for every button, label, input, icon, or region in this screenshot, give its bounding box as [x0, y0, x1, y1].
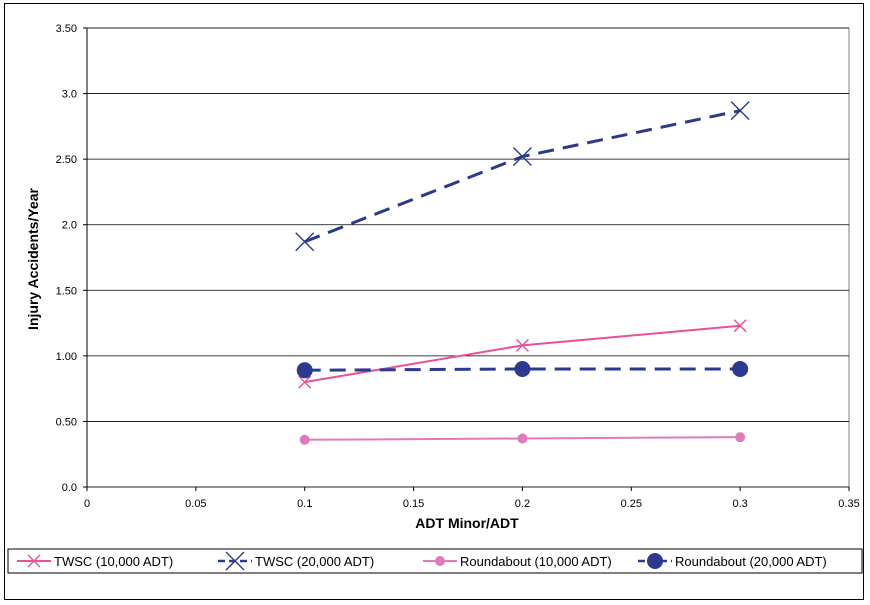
y-tick-label: 3.0: [62, 89, 77, 101]
legend-item: Roundabout (20,000 ADT): [638, 553, 827, 569]
y-tick-label: 1.50: [56, 285, 77, 297]
y-tick-label: 0.0: [62, 482, 77, 494]
data-point: [735, 432, 746, 443]
series-4: [296, 360, 749, 379]
x-tick-label: 0.35: [838, 498, 859, 510]
y-tick-label: 0.50: [56, 416, 77, 428]
legend-marker: [647, 553, 663, 569]
legend-label: Roundabout (10,000 ADT): [460, 554, 612, 569]
x-tick-label: 0.1: [297, 498, 312, 510]
series-1: [298, 319, 747, 389]
legend-marker: [435, 556, 445, 566]
data-point: [295, 232, 315, 252]
gridlines: [83, 27, 850, 491]
legend-marker: [27, 554, 41, 568]
x-tick-label: 0: [84, 498, 90, 510]
data-point: [298, 375, 312, 389]
legend-item: Roundabout (10,000 ADT): [423, 554, 612, 569]
y-axis-title: Injury Accidents/Year: [25, 188, 41, 330]
data-point: [296, 362, 313, 379]
data-point: [515, 338, 529, 352]
data-point: [512, 147, 532, 167]
series-line: [304, 367, 741, 372]
y-tick-label: 2.50: [56, 154, 77, 166]
legend-item: TWSC (20,000 ADT): [218, 551, 374, 571]
series-3: [299, 432, 746, 445]
x-axis-title: ADT Minor/ADT: [415, 515, 519, 531]
x-tick-label: 0.2: [515, 498, 530, 510]
legend-label: Roundabout (20,000 ADT): [675, 554, 827, 569]
legend-item: TWSC (10,000 ADT): [17, 554, 173, 569]
x-tick-label: 0.15: [403, 498, 424, 510]
series-2: [295, 101, 750, 252]
series-layer: [295, 101, 750, 445]
data-point: [517, 433, 528, 444]
legend-label: TWSC (20,000 ADT): [255, 554, 374, 569]
y-tick-labels: 0.0 0.50 1.00 1.50 2.0 2.50 3.0 3.50: [56, 23, 77, 494]
x-tick-label: 0.3: [732, 498, 747, 510]
x-tick-labels: 0 0.05 0.1 0.15 0.2 0.25 0.3 0.35: [84, 498, 860, 510]
data-point: [299, 434, 310, 445]
data-point: [514, 360, 531, 377]
y-tick-label: 3.50: [56, 23, 77, 35]
y-tick-label: 1.00: [56, 351, 77, 363]
plot-area: [86, 27, 850, 488]
x-tick-label: 0.05: [185, 498, 206, 510]
chart-frame: [4, 3, 864, 600]
data-point: [730, 101, 750, 121]
data-point: [733, 319, 747, 333]
x-tick-label: 0.25: [621, 498, 642, 510]
legend-marker: [225, 551, 245, 571]
y-tick-label: 2.0: [62, 220, 77, 232]
data-point: [732, 360, 749, 377]
legend-label: TWSC (10,000 ADT): [54, 554, 173, 569]
legend: TWSC (10,000 ADT) TWSC (20,000 ADT) Rounda…: [17, 551, 827, 571]
series-line: [304, 109, 741, 244]
